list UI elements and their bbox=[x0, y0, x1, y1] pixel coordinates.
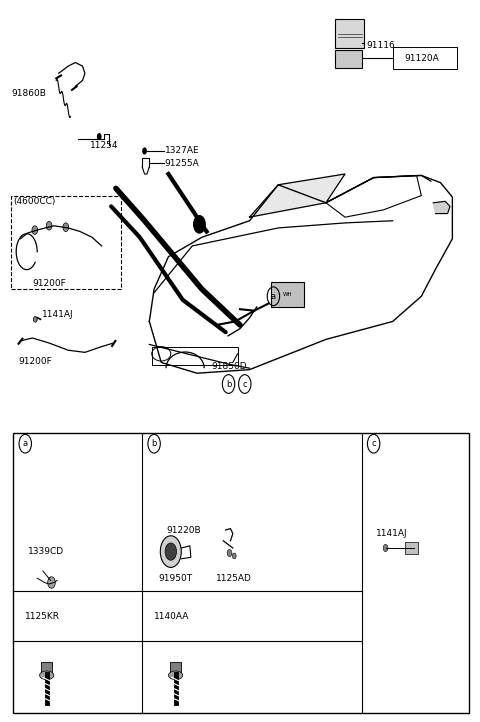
Text: 91850D: 91850D bbox=[211, 362, 247, 370]
Bar bbox=[336, 50, 362, 68]
Text: a: a bbox=[271, 292, 276, 301]
Circle shape bbox=[232, 553, 236, 559]
Circle shape bbox=[227, 549, 232, 557]
Polygon shape bbox=[250, 174, 345, 217]
Text: 11254: 11254 bbox=[90, 141, 118, 149]
Bar bbox=[170, 662, 181, 675]
Ellipse shape bbox=[39, 671, 54, 679]
Bar bbox=[41, 662, 52, 675]
Bar bbox=[336, 19, 364, 48]
Bar bbox=[152, 347, 238, 365]
Text: 1140AA: 1140AA bbox=[154, 612, 190, 621]
Circle shape bbox=[34, 316, 37, 322]
Text: 1125AD: 1125AD bbox=[216, 574, 252, 583]
Text: b: b bbox=[151, 439, 157, 448]
Text: 91950T: 91950T bbox=[159, 574, 193, 583]
Text: 1339CD: 1339CD bbox=[28, 547, 64, 556]
Text: 91116: 91116 bbox=[366, 41, 395, 51]
Text: 91200F: 91200F bbox=[33, 279, 66, 288]
Text: b: b bbox=[226, 380, 231, 388]
Text: c: c bbox=[372, 439, 376, 448]
Circle shape bbox=[97, 133, 102, 140]
Text: (4600CC): (4600CC) bbox=[13, 197, 56, 206]
Text: 91120A: 91120A bbox=[405, 54, 439, 64]
Bar bbox=[405, 542, 418, 554]
Circle shape bbox=[46, 222, 52, 230]
Bar bbox=[11, 196, 120, 289]
Bar bbox=[393, 48, 457, 69]
Text: WH: WH bbox=[283, 292, 292, 297]
Polygon shape bbox=[433, 201, 450, 214]
Text: c: c bbox=[242, 380, 247, 388]
Text: 1141AJ: 1141AJ bbox=[376, 529, 408, 538]
Text: 1327AE: 1327AE bbox=[165, 147, 199, 155]
Text: 1141AJ: 1141AJ bbox=[42, 310, 73, 318]
Circle shape bbox=[194, 216, 205, 233]
Circle shape bbox=[142, 147, 147, 155]
Text: 1125KR: 1125KR bbox=[25, 612, 60, 621]
Circle shape bbox=[32, 226, 37, 235]
Text: 91220B: 91220B bbox=[166, 526, 201, 534]
Bar bbox=[271, 282, 304, 307]
Text: a: a bbox=[23, 439, 28, 448]
Circle shape bbox=[63, 223, 69, 232]
Circle shape bbox=[48, 577, 55, 588]
Ellipse shape bbox=[168, 671, 183, 679]
Text: 91860B: 91860B bbox=[11, 89, 46, 98]
Circle shape bbox=[165, 543, 177, 560]
Circle shape bbox=[160, 536, 181, 567]
Text: 91255A: 91255A bbox=[165, 159, 199, 168]
Text: 91200F: 91200F bbox=[18, 357, 52, 365]
Bar bbox=[13, 433, 469, 713]
Circle shape bbox=[383, 544, 388, 552]
